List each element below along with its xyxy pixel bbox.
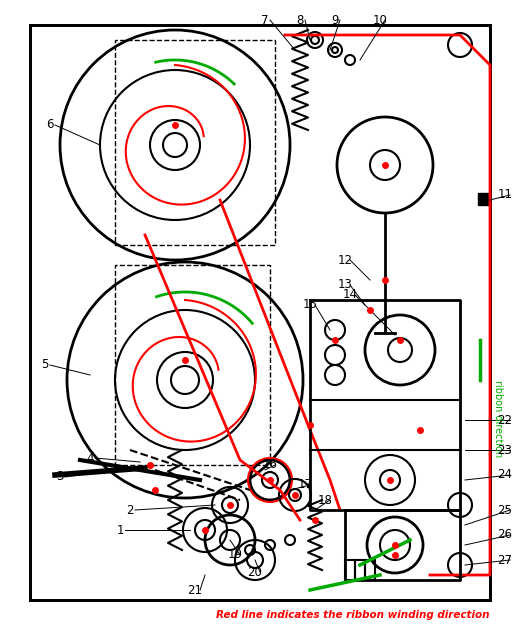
Text: 16: 16 <box>263 458 278 472</box>
Text: ribbon direction: ribbon direction <box>493 380 503 457</box>
Text: 22: 22 <box>498 413 513 426</box>
Text: 13: 13 <box>338 278 352 291</box>
Bar <box>365 560 375 580</box>
Text: 21: 21 <box>188 583 203 597</box>
Text: 10: 10 <box>373 13 388 26</box>
Text: 1: 1 <box>116 524 124 536</box>
Text: 19: 19 <box>228 548 242 561</box>
Text: 24: 24 <box>498 468 513 482</box>
Text: 27: 27 <box>498 553 513 566</box>
Text: 9: 9 <box>331 13 339 26</box>
Text: 15: 15 <box>303 298 317 311</box>
Text: 7: 7 <box>261 13 269 26</box>
Text: 8: 8 <box>296 13 304 26</box>
Text: 12: 12 <box>338 254 353 266</box>
Text: 23: 23 <box>498 443 513 457</box>
Text: 11: 11 <box>498 188 513 202</box>
Text: 5: 5 <box>41 359 48 372</box>
Text: 3: 3 <box>56 470 64 484</box>
Text: 18: 18 <box>318 494 332 507</box>
Bar <box>345 560 355 580</box>
Text: 14: 14 <box>342 288 357 301</box>
Text: 4: 4 <box>86 452 94 465</box>
Text: Red line indicates the ribbon winding direction: Red line indicates the ribbon winding di… <box>217 610 490 620</box>
Text: 25: 25 <box>498 504 513 516</box>
Text: 26: 26 <box>498 529 513 541</box>
Bar <box>355 560 365 580</box>
Text: 20: 20 <box>247 565 263 578</box>
Text: 17: 17 <box>297 479 313 492</box>
Text: 6: 6 <box>46 119 54 131</box>
Bar <box>478 193 490 205</box>
Text: 2: 2 <box>126 504 134 516</box>
